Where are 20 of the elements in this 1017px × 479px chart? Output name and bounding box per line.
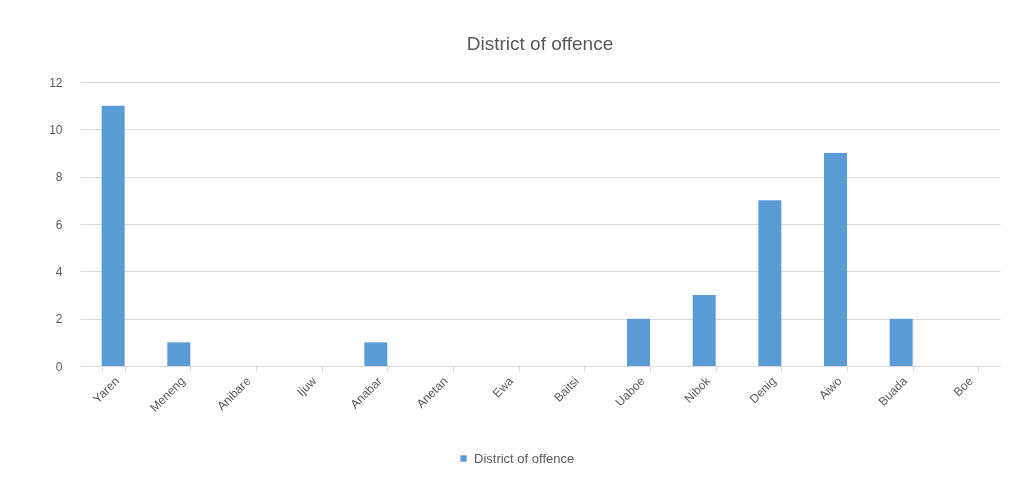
- y-tick-label: 0: [55, 359, 63, 374]
- legend-label: District of offence: [474, 450, 575, 466]
- y-tick-label: 6: [55, 217, 63, 232]
- x-tick-label: Ewa: [489, 373, 517, 401]
- y-tick-label: 2: [55, 312, 63, 327]
- chart-title: District of offence: [466, 33, 614, 54]
- bar: [167, 342, 191, 366]
- y-tick-label: 12: [49, 75, 63, 90]
- y-tick-label: 8: [55, 170, 63, 185]
- bar: [627, 318, 650, 366]
- y-tick-label: 10: [49, 122, 63, 137]
- x-tick-label: Ijuw: [294, 373, 320, 400]
- bar: [692, 295, 716, 366]
- bar: [889, 318, 913, 366]
- bar: [824, 153, 847, 366]
- bar: [758, 200, 782, 366]
- y-tick-label: 4: [55, 264, 63, 279]
- x-tick-label: Boe: [950, 373, 977, 400]
- bar: [364, 342, 388, 366]
- bar: [101, 105, 125, 366]
